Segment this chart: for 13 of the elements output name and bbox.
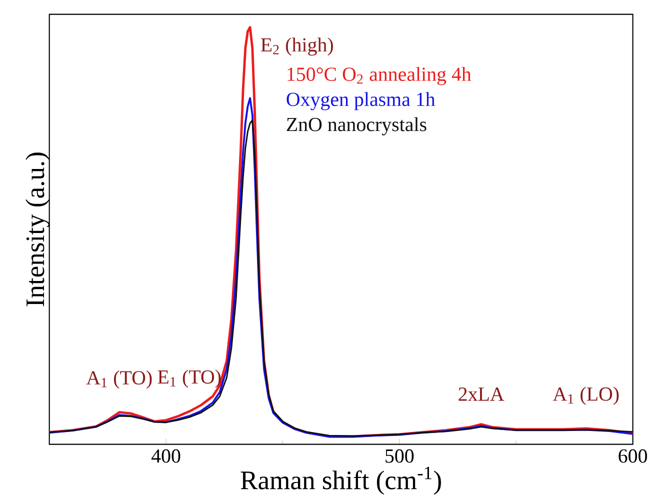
y-axis-title: Intensity (a.u.) — [26, 152, 50, 306]
x-tick-label: 600 — [618, 449, 647, 463]
series-label: ZnO nanocrystals — [286, 117, 426, 136]
annotation: 2xLA — [458, 388, 504, 401]
series-label: Oxygen plasma 1h — [286, 92, 436, 110]
x-axis-title: Raman shift (cm$^{-1}$) — [240, 466, 441, 495]
annotation: A$_{1}$ (LO) — [552, 386, 619, 405]
x-tick-label: 500 — [386, 449, 414, 463]
series-label: 150°C O$_{2}$ annealing 4h — [288, 66, 472, 86]
x-tick-label: 400 — [151, 449, 180, 463]
annotation: E$_{1}$ (TO) — [158, 370, 221, 388]
annotation: A$_{1}$ (TO) — [86, 370, 152, 389]
annotation: E$_{2}$ (high) — [260, 38, 333, 56]
